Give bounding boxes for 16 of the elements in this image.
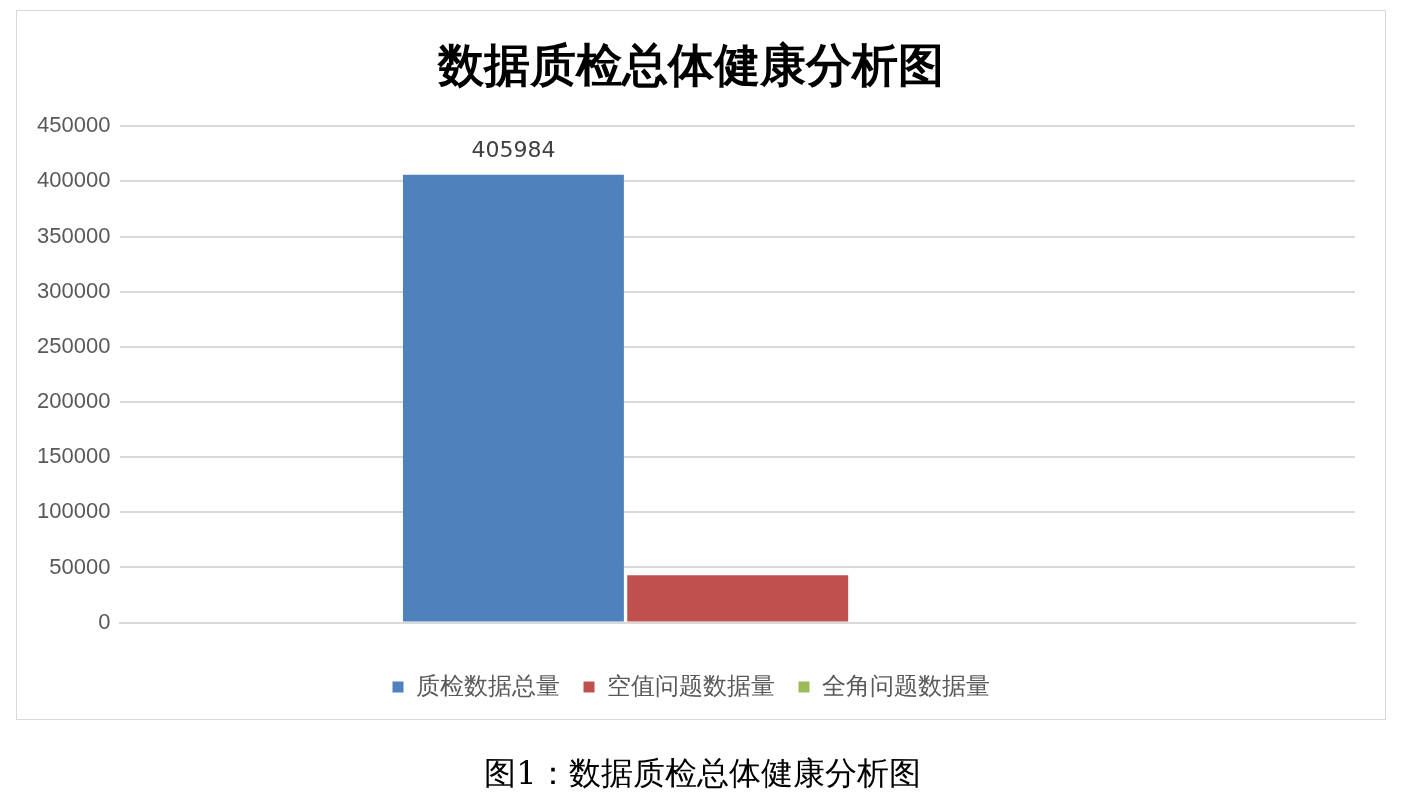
legend-label: 质检数据总量 (415, 671, 560, 699)
y-tick-label: 150000 (36, 443, 111, 469)
y-tick-label: 250000 (36, 332, 111, 358)
legend-label: 空值问题数据量 (606, 671, 775, 699)
chart-title: 数据质检总体健康分析图 (437, 39, 944, 92)
y-tick-label: 400000 (36, 167, 111, 193)
y-tick-label: 350000 (36, 222, 111, 248)
legend-label: 全角问题数据量 (821, 671, 990, 699)
y-tick-label: 200000 (36, 388, 111, 414)
y-tick-label: 0 (98, 608, 111, 634)
y-tick-label: 100000 (36, 498, 111, 524)
caption: 图1：数据质检总体健康分析图 (483, 753, 922, 794)
y-tick-label: 450000 (36, 112, 111, 138)
data-label: 405984 (471, 137, 556, 163)
y-tick-label: 300000 (36, 277, 111, 303)
y-tick-label: 50000 (49, 553, 111, 579)
